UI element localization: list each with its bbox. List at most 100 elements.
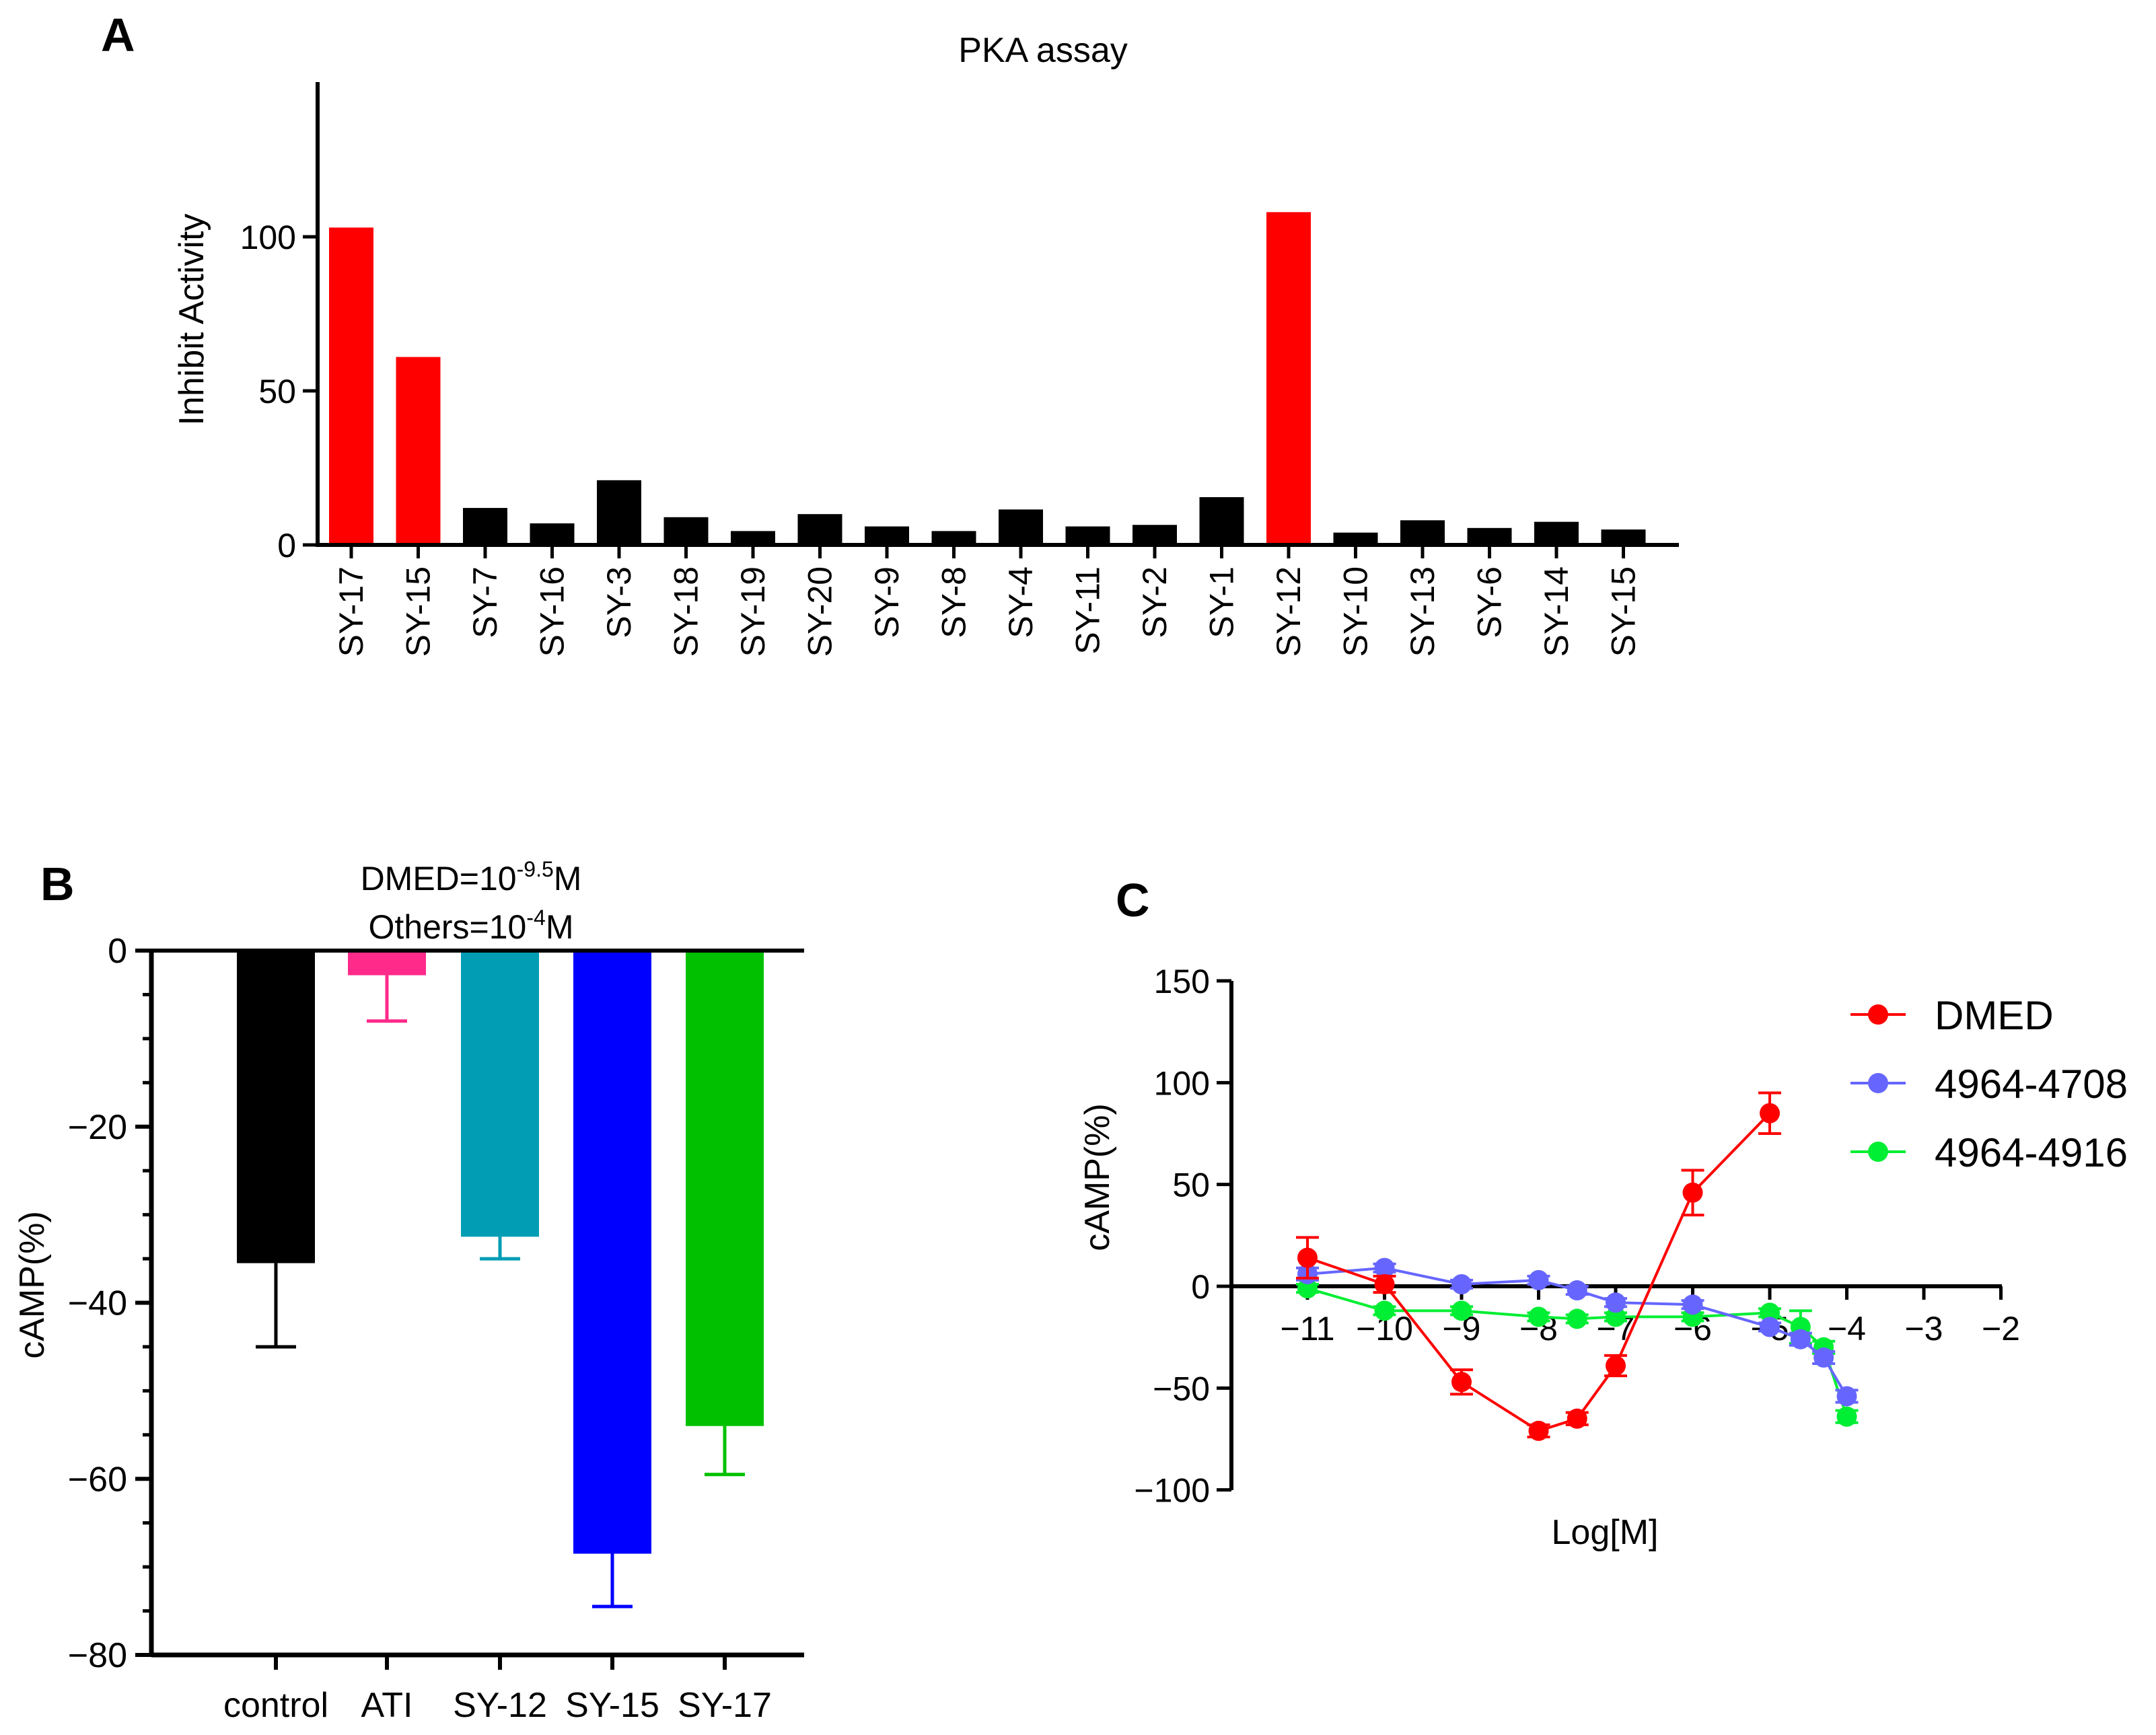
panel-a-x-tick-label: SY-15 <box>400 566 437 657</box>
panel-a-x-tick-label: SY-10 <box>1337 566 1375 657</box>
panel-c-letter: C <box>1116 874 1150 926</box>
panel-b-letter: B <box>40 858 75 910</box>
panel-b-x-tick-label: SY-15 <box>565 1686 659 1725</box>
panel-a-x-tick-label: SY-6 <box>1471 566 1509 638</box>
panel-a-bar <box>1065 526 1110 545</box>
panel-c-series-dmed <box>1296 1091 1781 1441</box>
panel-a-bar <box>1333 532 1378 545</box>
panel-c-point <box>1451 1273 1472 1294</box>
panel-a-x-tick-label: SY-18 <box>668 566 705 657</box>
panel-b-y-tick-label: 0 <box>108 932 127 971</box>
panel-b-annotation-unit1: M <box>554 860 582 897</box>
panel-a-y-tick-label: 100 <box>240 219 296 256</box>
panel-c-point <box>1606 1292 1626 1313</box>
panel-b-y-tick-label: −80 <box>68 1636 127 1675</box>
panel-b-x-tick-label: control <box>223 1686 328 1725</box>
panel-c-y-tick-label: 100 <box>1154 1064 1210 1102</box>
panel-c-point <box>1790 1329 1811 1350</box>
panel-b-y-tick-label: −20 <box>68 1108 127 1147</box>
panel-c-point <box>1567 1308 1587 1329</box>
panel-a-bar <box>530 523 575 545</box>
panel-a-bar <box>1467 527 1512 545</box>
panel-b-chart: DMED=10-9.5M Others=10-4M cAMP(%) contro… <box>13 857 804 1725</box>
panel-c-point <box>1606 1306 1626 1327</box>
panel-a-bar <box>396 357 441 545</box>
panel-b-x-tick-label: SY-12 <box>453 1686 547 1725</box>
panel-b-annotation-base2: Others=10 <box>369 908 527 946</box>
panel-c-point <box>1528 1269 1549 1290</box>
panel-a-bar <box>329 227 373 545</box>
panel-a-bar <box>731 531 775 545</box>
panel-c-series-4964-4916 <box>1296 1278 1859 1427</box>
panel-c-y-tick-label: −50 <box>1153 1370 1210 1407</box>
panel-c-point <box>1528 1420 1549 1441</box>
panel-c-point <box>1451 1300 1472 1321</box>
panel-a-x-tick-label: SY-7 <box>466 566 504 638</box>
panel-a-bar <box>663 517 709 545</box>
panel-a-x-tick-label: SY-1 <box>1203 566 1241 638</box>
panel-b-annotation-base1: DMED=10 <box>361 860 517 897</box>
panel-b-annotation-unit2: M <box>546 908 574 946</box>
panel-a-x-tick-label: SY-17 <box>332 566 370 657</box>
panel-c-y-tick-label: 50 <box>1172 1167 1210 1204</box>
panel-a-x-tick-label: SY-16 <box>534 566 571 657</box>
panel-a-y-axis-label: Inhibit Activity <box>172 213 211 425</box>
panel-b-x-tick-label: SY-17 <box>678 1686 772 1725</box>
panel-a-bar <box>1534 521 1579 545</box>
panel-b-bar <box>573 951 651 1554</box>
panel-a-bar <box>865 526 909 545</box>
panel-c-y-axis-label: cAMP(%) <box>1078 1103 1117 1251</box>
panel-a-x-tick-label: SY-9 <box>868 566 906 638</box>
panel-c-point <box>1297 1247 1318 1268</box>
panel-a-x-tick-label: SY-8 <box>935 566 973 638</box>
panel-b-y-axis-label: cAMP(%) <box>13 1211 52 1359</box>
panel-c-x-tick-label: −2 <box>1982 1310 2020 1348</box>
panel-a-bar <box>931 531 976 545</box>
panel-c-series-line <box>1307 1112 1771 1433</box>
panel-a-bar <box>1199 497 1244 545</box>
panel-a-bar <box>797 514 842 545</box>
panel-c-x-tick-label: −3 <box>1904 1310 1943 1348</box>
panel-b-bar <box>237 951 315 1263</box>
panel-c-legend-label: DMED <box>1935 993 2054 1038</box>
panel-c-point <box>1374 1257 1395 1278</box>
panel-b-annotation-exp1: -9.5 <box>517 857 554 881</box>
panel-c-point <box>1606 1356 1626 1376</box>
panel-c-point <box>1567 1408 1587 1429</box>
panel-c-point <box>1836 1386 1857 1407</box>
panel-a-x-tick-label: SY-15 <box>1605 566 1643 657</box>
panel-c-y-tick-label: −100 <box>1134 1472 1210 1510</box>
panel-c-point <box>1528 1306 1549 1327</box>
panel-a-bar <box>1133 525 1177 545</box>
panel-c-point <box>1682 1294 1703 1315</box>
panel-a-x-tick-label: SY-4 <box>1002 566 1040 638</box>
panel-c-point <box>1374 1300 1395 1321</box>
panel-c-point <box>1374 1273 1395 1294</box>
panel-a-x-tick-label: SY-14 <box>1538 566 1575 657</box>
panel-c-point <box>1760 1103 1780 1123</box>
panel-a-bar <box>999 509 1043 545</box>
panel-c-point <box>1760 1317 1780 1337</box>
panel-b-bar <box>461 951 539 1237</box>
panel-a-bar <box>597 480 641 545</box>
panel-c-point <box>1451 1372 1472 1393</box>
panel-a-title: PKA assay <box>958 31 1127 70</box>
panel-c-point <box>1836 1406 1857 1427</box>
panel-b-bar <box>348 951 426 975</box>
panel-b-annotation-exp2: -4 <box>526 906 545 930</box>
panel-a-y-tick-label: 0 <box>277 527 296 564</box>
panel-a-bar <box>1400 520 1445 545</box>
panel-c-legend-marker <box>1868 1004 1888 1025</box>
panel-c-legend-marker <box>1868 1073 1888 1093</box>
panel-c-legend-marker <box>1868 1142 1888 1162</box>
panel-b-annotation-line1: DMED=10-9.5M <box>361 857 582 897</box>
panel-b-annotation-line2: Others=10-4M <box>369 906 574 946</box>
panel-a-x-tick-label: SY-11 <box>1069 566 1107 655</box>
panel-a-y-tick-label: 50 <box>258 373 296 410</box>
panel-b-bar <box>686 951 764 1426</box>
panel-c-point <box>1813 1347 1834 1368</box>
panel-a-bar <box>463 508 507 545</box>
panel-c-x-axis-label: Log[M] <box>1552 1513 1659 1552</box>
panel-c-y-tick-label: 150 <box>1154 963 1210 1000</box>
